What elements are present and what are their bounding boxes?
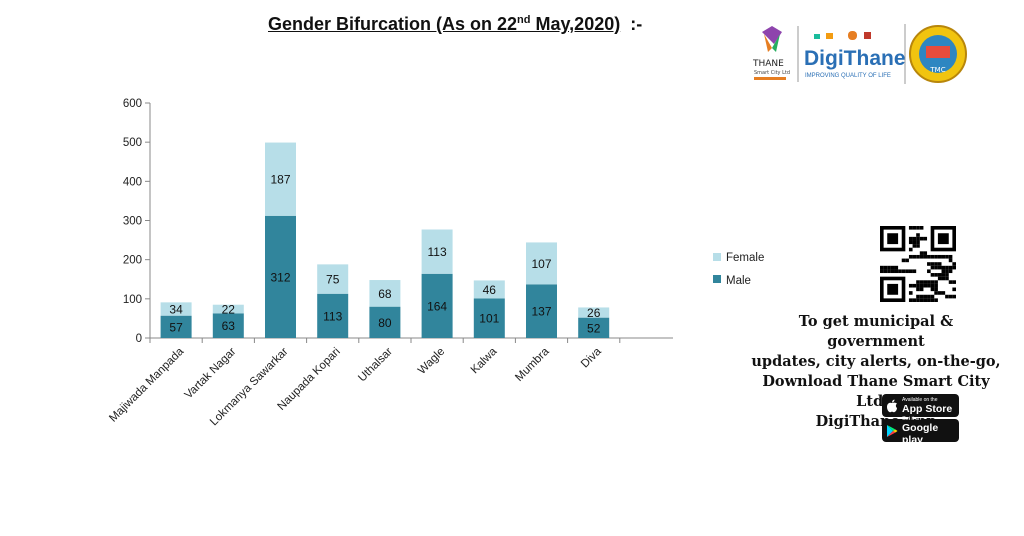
data-label-male: 80 (378, 316, 392, 330)
app-store-button[interactable]: Available on the App Store (882, 394, 959, 417)
y-tick-label: 100 (123, 294, 142, 306)
x-category-label: Vartak Nagar (183, 346, 239, 402)
bar-male (265, 215, 296, 338)
legend-swatch-male (713, 275, 721, 283)
legend-label-male: Male (726, 275, 751, 287)
bar-female (526, 242, 557, 285)
data-label-male: 63 (222, 319, 236, 333)
y-tick-label: 0 (136, 333, 142, 345)
data-label-male: 52 (587, 321, 601, 335)
y-tick-label: 500 (123, 137, 142, 149)
bar-female (160, 302, 192, 316)
svg-text:TMC: TMC (929, 66, 945, 74)
digithane-logo: DigiThane IMPROVING QUALITY OF LIFE (804, 31, 906, 79)
municipal-seal-icon: TMC (909, 25, 967, 83)
data-label-male: 113 (323, 309, 342, 323)
bar-male (473, 298, 505, 338)
app-store-small: Available on the (902, 396, 938, 403)
legend-label-female: Female (726, 252, 764, 264)
bar-male (369, 306, 401, 338)
bar-female (578, 307, 610, 318)
data-label-male: 137 (531, 305, 551, 319)
y-tick-label: 300 (123, 216, 142, 228)
promo-line-3: Download Thane Smart City Ltd's (762, 373, 990, 410)
data-label-male: 101 (479, 312, 499, 326)
x-category-label: Kalwa (469, 345, 500, 376)
app-store-label: App Store (902, 402, 953, 415)
apple-icon (887, 399, 897, 412)
bar-female (265, 142, 296, 216)
bar-female (421, 229, 453, 274)
promo-line-4: DigiThane App (815, 413, 937, 430)
bar-female (369, 280, 401, 307)
data-label-female: 46 (483, 283, 497, 297)
data-label-male: 312 (270, 270, 290, 284)
y-tick-label: 200 (123, 255, 142, 267)
bar-male (212, 313, 244, 338)
data-label-male: 164 (427, 299, 447, 313)
thane-logo-text: THANE (752, 59, 784, 69)
google-play-label: Google play (902, 421, 939, 446)
x-category-label: Mumbra (513, 345, 552, 384)
promo-line-1: To get municipal & government (798, 313, 954, 350)
data-label-female: 26 (587, 306, 601, 320)
thane-smart-city-logo: THANE Smart City Ltd (752, 26, 790, 80)
app-promo-text: To get municipal & government updates, c… (748, 312, 1004, 432)
bar-male (526, 284, 557, 338)
data-label-female: 68 (378, 287, 392, 301)
bar-male (421, 273, 453, 338)
x-category-label: Majiwada Manpada (107, 345, 186, 424)
legend-swatch-female (713, 253, 721, 261)
page-title: Gender Bifurcation (As on 22nd May,2020)… (268, 14, 643, 34)
data-label-female: 34 (169, 303, 183, 317)
data-label-female: 187 (270, 173, 290, 187)
bar-male (317, 293, 349, 338)
x-category-label: Uthalsar (356, 346, 395, 385)
y-tick-label: 400 (123, 176, 142, 188)
thane-logo-sub: Smart City Ltd (754, 70, 790, 76)
data-label-female: 107 (531, 257, 551, 271)
bar-male (160, 315, 192, 338)
x-category-label: Wagle (416, 346, 447, 377)
data-label-female: 113 (428, 245, 447, 259)
promo-line-2: updates, city alerts, on-the-go, (751, 353, 1001, 370)
x-category-label: Diva (579, 345, 604, 370)
partner-logos: THANE Smart City Ltd DigiThane IMPROVING… (752, 24, 967, 84)
digithane-wordmark: DigiThane (804, 47, 906, 70)
data-label-female: 75 (326, 273, 340, 287)
google-play-icon (887, 424, 898, 437)
bar-female (473, 280, 505, 299)
bar-female (212, 304, 244, 314)
data-label-female: 22 (222, 303, 236, 317)
google-play-small: Get it on (902, 415, 921, 422)
google-play-button[interactable]: Get it on Google play (882, 415, 959, 446)
qr-code-icon[interactable] (879, 226, 957, 302)
bar-male (578, 317, 610, 338)
data-label-male: 57 (169, 320, 183, 334)
digithane-tagline: IMPROVING QUALITY OF LIFE (805, 73, 891, 79)
y-tick-label: 600 (123, 98, 142, 110)
bar-female (317, 264, 349, 294)
